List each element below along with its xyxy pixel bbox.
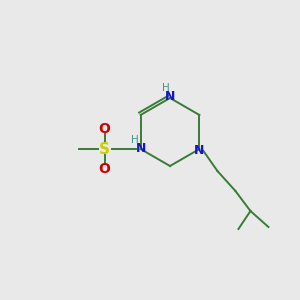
Text: H: H: [131, 135, 138, 145]
Text: S: S: [99, 142, 110, 157]
Text: N: N: [194, 143, 205, 157]
Text: O: O: [99, 122, 110, 136]
Text: H: H: [162, 83, 170, 93]
Text: N: N: [136, 142, 147, 155]
Text: N: N: [165, 91, 175, 103]
Text: O: O: [99, 162, 110, 176]
